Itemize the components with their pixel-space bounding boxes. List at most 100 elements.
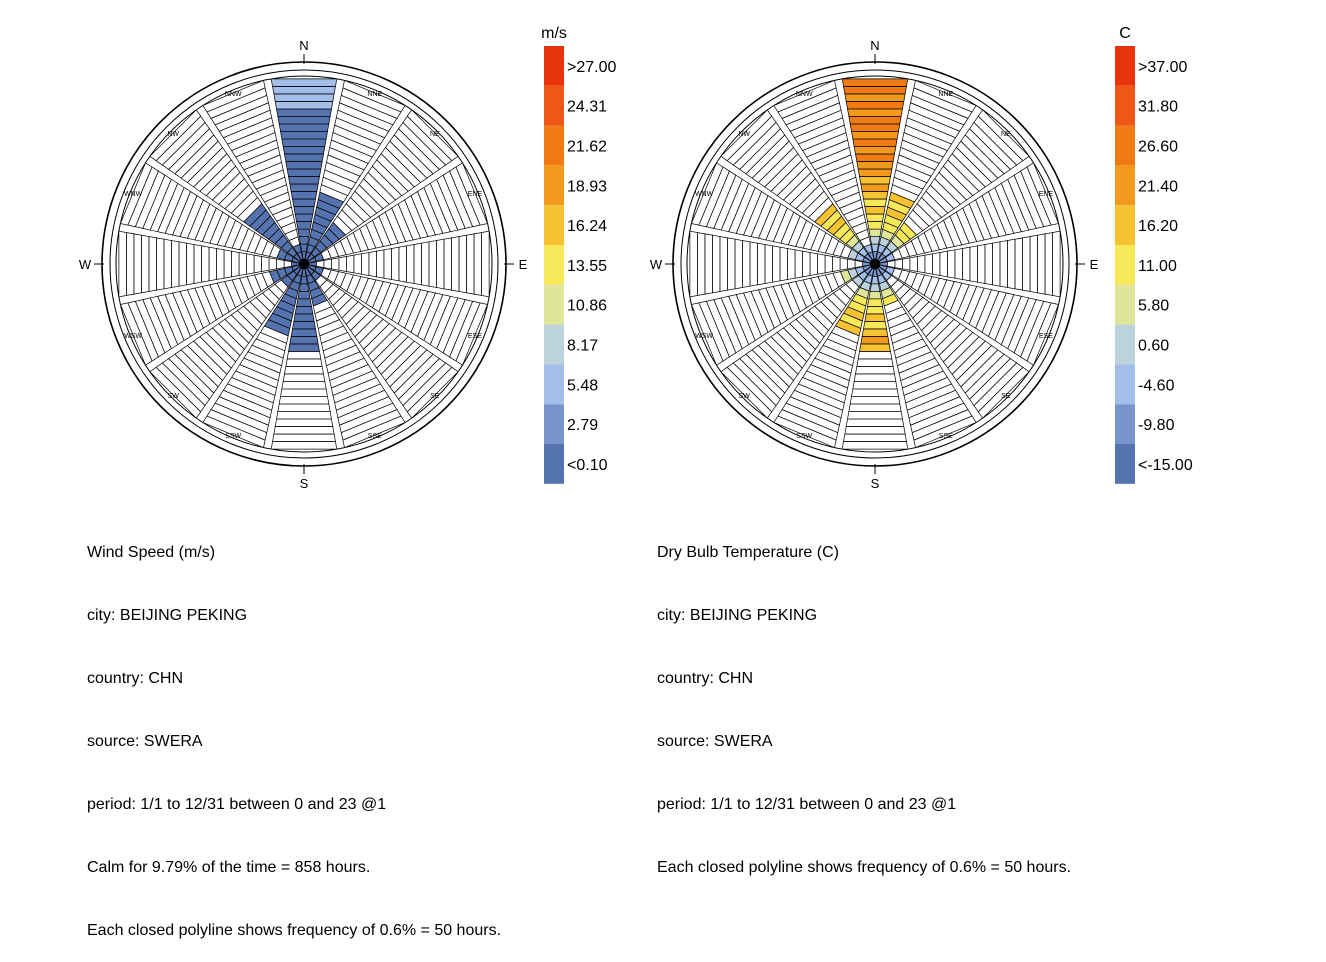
- legend-label: 24.31: [567, 99, 607, 116]
- frequency-cell: [861, 328, 889, 337]
- sector-nnw: [773, 79, 875, 261]
- frequency-cell: [802, 250, 811, 278]
- legend-swatch: [1115, 165, 1135, 206]
- frequency-cell: [869, 236, 881, 245]
- frequency-cell: [984, 242, 993, 286]
- frequency-cell: [278, 396, 330, 405]
- frequency-cell: [421, 241, 430, 287]
- frequency-cell: [280, 131, 328, 140]
- caption-frequency: Each closed polyline shows frequency of …: [657, 859, 1072, 876]
- direction-label-nne: NNE: [367, 91, 382, 98]
- direction-label-ene: ENE: [1039, 191, 1054, 198]
- cardinal-label-w: W: [79, 257, 92, 272]
- frequency-cell: [847, 411, 903, 420]
- legend-unit-label: C: [1119, 25, 1131, 42]
- frequency-cell: [270, 441, 338, 450]
- frequency-cell: [391, 246, 400, 282]
- frequency-cell: [278, 123, 330, 132]
- frequency-cell: [867, 221, 883, 230]
- frequency-cell: [458, 234, 467, 294]
- sector-ne: [877, 109, 1030, 262]
- wind-speed-caption: Wind Speed (m/s) city: BEIJING PEKING co…: [87, 500, 501, 962]
- sector-ne: [306, 109, 459, 262]
- frequency-cell: [857, 168, 893, 177]
- caption-title: Dry Bulb Temperature (C): [657, 544, 839, 561]
- frequency-cell: [757, 242, 766, 286]
- frequency-cell: [277, 116, 331, 125]
- frequency-cell: [276, 258, 285, 270]
- caption-source: source: SWERA: [87, 733, 203, 750]
- frequency-cell: [817, 253, 826, 275]
- frequency-cell: [845, 418, 905, 427]
- legend-label: 21.40: [1138, 178, 1178, 195]
- frequency-cell: [1007, 238, 1016, 290]
- sector-wnw: [119, 162, 301, 264]
- frequency-cell: [286, 168, 322, 177]
- sector-ese: [878, 264, 1060, 366]
- frequency-cell: [839, 257, 848, 271]
- legend-swatch: [544, 205, 564, 245]
- frequency-cell: [932, 252, 941, 276]
- legend-swatch: [1115, 125, 1135, 166]
- frequency-cell: [1037, 233, 1046, 295]
- sector-ssw: [202, 267, 304, 449]
- caption-frequency: Each closed polyline shows frequency of …: [87, 922, 502, 939]
- frequency-cell: [149, 366, 202, 419]
- frequency-cell: [843, 433, 907, 442]
- frequency-cell: [749, 241, 758, 287]
- legend-label: 2.79: [567, 417, 598, 434]
- frequency-cell: [443, 237, 452, 291]
- frequency-cell: [962, 246, 971, 282]
- frequency-cell: [246, 253, 255, 275]
- frequency-cell: [1014, 237, 1023, 291]
- frequency-cell: [867, 298, 883, 307]
- frequency-cell: [223, 249, 232, 279]
- frequency-cell: [917, 254, 926, 274]
- frequency-cell: [954, 248, 963, 280]
- frequency-cell: [764, 244, 773, 284]
- frequency-cell: [857, 351, 893, 360]
- inner-border-ring: [109, 69, 499, 459]
- cardinal-label-n: N: [299, 38, 308, 53]
- frequency-cell: [809, 252, 818, 276]
- frequency-cell: [268, 257, 277, 271]
- frequency-cell: [712, 234, 721, 294]
- legend-swatch: [544, 125, 564, 166]
- frequency-cell: [368, 250, 377, 278]
- sector-nw: [149, 109, 302, 262]
- legend-label: 5.80: [1138, 298, 1169, 315]
- frequency-cell: [727, 237, 736, 291]
- frequency-cell: [163, 238, 172, 290]
- direction-label-ssw: SSW: [796, 433, 812, 440]
- frequency-cell: [289, 183, 319, 192]
- frequency-cell: [118, 230, 127, 298]
- temperature-caption: Dry Bulb Temperature (C) city: BEIJING P…: [657, 500, 1071, 899]
- frequency-cell: [939, 250, 948, 278]
- frequency-cell: [848, 403, 902, 412]
- frequency-cell: [272, 433, 336, 442]
- frequency-cell: [863, 198, 887, 207]
- cardinal-label-e: E: [519, 257, 528, 272]
- frequency-cell: [297, 228, 311, 237]
- direction-label-nne: NNE: [938, 91, 953, 98]
- wind-speed-legend: m/s>27.00 24.31 21.62 18.93 16.24 13.55 10.86 8…: [541, 25, 616, 484]
- frequency-cell: [436, 238, 445, 290]
- direction-label-se: SE: [430, 393, 440, 400]
- frequency-cell: [293, 313, 315, 322]
- direction-label-wsw: WSW: [124, 333, 142, 340]
- legend-swatch: [1115, 404, 1135, 444]
- sector-sse: [875, 267, 977, 449]
- sector-sw: [720, 266, 873, 419]
- frequency-cell: [338, 256, 347, 272]
- legend-label: -4.60: [1138, 377, 1175, 394]
- frequency-cell: [856, 358, 894, 367]
- frequency-cell: [261, 256, 270, 272]
- frequency-cell: [824, 254, 833, 274]
- frequency-cell: [864, 206, 886, 215]
- frequency-cell: [851, 388, 899, 397]
- frequency-cell: [909, 256, 918, 272]
- caption-period: period: 1/1 to 12/31 between 0 and 23 @1: [657, 796, 957, 813]
- frequency-cell: [294, 213, 314, 222]
